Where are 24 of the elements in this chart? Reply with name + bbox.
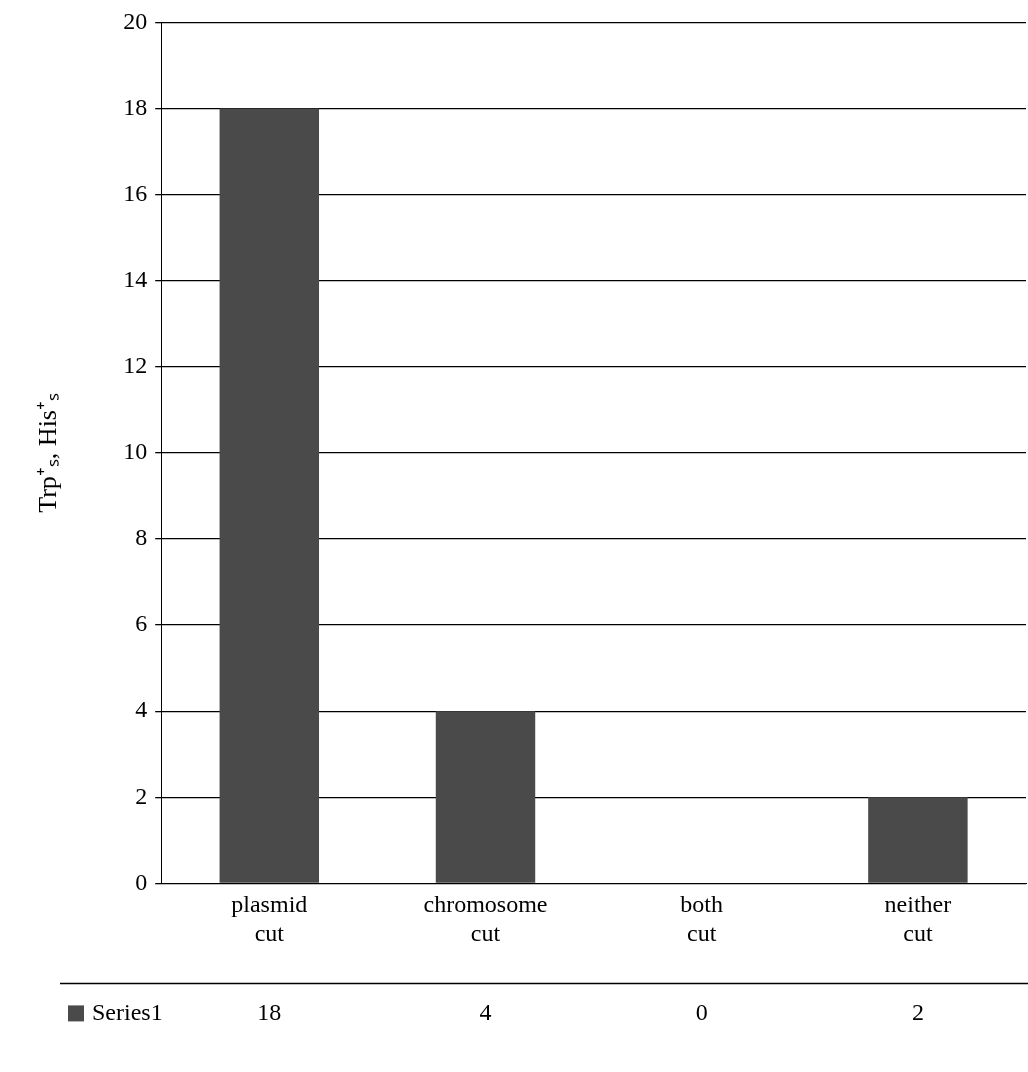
- y-tick-label: 16: [123, 179, 148, 206]
- x-tick-label: chromosome cut: [423, 891, 548, 946]
- data-label: 18: [257, 998, 282, 1025]
- x-tick-label: neither cut: [884, 891, 952, 946]
- y-tick-label: 0: [135, 868, 148, 895]
- y-tick-label: 20: [123, 7, 148, 34]
- bar: [868, 797, 968, 883]
- x-tick-label: both cut: [680, 891, 724, 946]
- data-label: 4: [479, 998, 492, 1025]
- legend-label: Series1: [92, 998, 163, 1025]
- y-tick-label: 2: [135, 782, 148, 809]
- data-label: 0: [695, 998, 708, 1025]
- y-tick-label: 4: [135, 696, 148, 723]
- data-label: 2: [911, 998, 924, 1025]
- y-tick-label: 8: [135, 524, 148, 551]
- y-tick-label: 14: [123, 266, 148, 292]
- bar: [219, 108, 320, 883]
- y-tick-label: 10: [123, 438, 148, 465]
- x-tick-label: plasmid cut: [231, 891, 308, 946]
- y-tick-label: 6: [135, 610, 148, 637]
- y-tick-label: 12: [123, 352, 148, 379]
- y-tick-label: 18: [123, 93, 148, 120]
- bar: [435, 711, 536, 883]
- y-axis-title: Trp⁺ₛ, His⁺ₛ: [33, 393, 63, 513]
